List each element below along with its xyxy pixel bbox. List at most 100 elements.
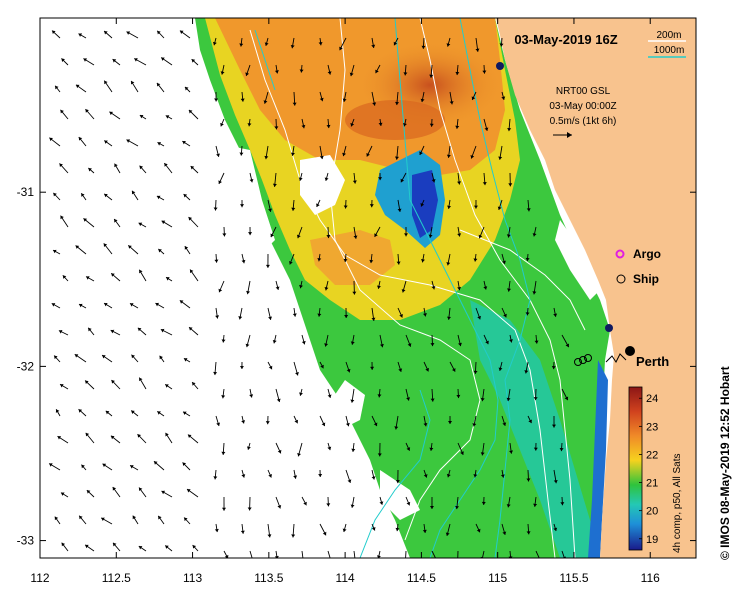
current-vector-head xyxy=(346,368,351,373)
current-vector-head xyxy=(470,155,475,159)
current-vector-head xyxy=(57,436,62,440)
current-vector-head xyxy=(131,190,136,195)
y-tick-label: -31 xyxy=(17,185,35,199)
current-vector-head xyxy=(393,41,398,46)
current-vector-head xyxy=(350,504,355,508)
current-vector-head xyxy=(238,316,243,320)
current-vector-head xyxy=(214,528,219,533)
current-vector-head xyxy=(188,217,193,221)
current-vector-head xyxy=(104,303,108,307)
current-vector-head xyxy=(83,218,88,222)
x-tick-label: 116 xyxy=(641,571,660,585)
current-vector-head xyxy=(218,180,222,184)
current-vector-head xyxy=(165,545,169,549)
current-vector-head xyxy=(421,45,426,49)
current-vector-head xyxy=(270,233,275,238)
current-vector-head xyxy=(564,396,569,401)
current-vector-head xyxy=(268,473,272,478)
current-vector-head xyxy=(86,276,90,280)
current-vector-head xyxy=(369,259,374,264)
current-vector-head xyxy=(126,31,131,35)
colorbar-title: 4h comp, p50, All Sats xyxy=(672,453,683,553)
current-vector-head xyxy=(429,447,434,451)
current-vector-head xyxy=(85,380,89,385)
current-vector-head xyxy=(428,234,433,238)
current-vector-head xyxy=(377,453,382,457)
current-vector-head xyxy=(104,140,108,144)
current-vector-head xyxy=(215,315,220,319)
current-vector-head xyxy=(49,463,53,467)
current-vector-head xyxy=(179,30,184,35)
current-vector-head xyxy=(184,86,189,91)
current-vector-head xyxy=(166,277,170,281)
current-vector-head xyxy=(245,343,250,348)
x-tick-label: 113 xyxy=(183,571,202,585)
current-vector-head xyxy=(272,339,277,344)
current-vector-head xyxy=(498,156,503,160)
perth-coastline-detail xyxy=(605,353,627,363)
current-vector-head xyxy=(421,259,425,263)
current-vector-head xyxy=(324,177,329,181)
current-vector-head xyxy=(456,560,460,563)
map-layers xyxy=(48,18,696,563)
current-vector-head xyxy=(293,475,298,479)
current-vector-head xyxy=(216,153,220,157)
current-vector-head xyxy=(299,392,303,396)
current-vector-head xyxy=(458,342,462,347)
current-vector-head xyxy=(376,555,381,558)
contour-1000m-a xyxy=(394,18,499,558)
current-vector-head xyxy=(420,203,425,207)
current-vector-head xyxy=(447,205,452,209)
current-vector-head xyxy=(525,257,530,261)
depth-legend-1000m: 1000m xyxy=(654,45,685,56)
current-vector-head xyxy=(104,193,108,198)
argo-label: Argo xyxy=(633,247,661,261)
current-vector-head xyxy=(241,474,246,478)
contour-200m-a xyxy=(419,18,576,558)
current-vector-head xyxy=(161,490,166,495)
current-vector-head xyxy=(482,181,487,186)
current-vector-head xyxy=(268,208,272,212)
current-vector-head xyxy=(153,461,158,465)
current-vector-head xyxy=(274,126,279,130)
contour-1000m-b xyxy=(459,18,531,558)
current-vector-head xyxy=(480,452,485,456)
sst-cold-core xyxy=(412,170,438,238)
current-vector-head xyxy=(104,80,108,85)
current-vector-head xyxy=(218,288,223,293)
current-vector-head xyxy=(419,151,423,155)
current-vector-head xyxy=(74,354,79,358)
current-vector-head xyxy=(239,366,244,370)
current-vector-head xyxy=(131,354,135,359)
current-vector xyxy=(509,550,512,558)
current-vector-head xyxy=(403,123,407,127)
current-vector-head xyxy=(240,530,245,534)
current-vector-head xyxy=(187,434,192,439)
current-vector-head xyxy=(88,327,92,332)
current-vector-head xyxy=(222,233,227,237)
current-vector-head xyxy=(347,479,352,483)
current-vector-head xyxy=(446,154,451,158)
current-vector-head xyxy=(246,446,251,450)
current-vector-head xyxy=(321,422,326,427)
current-vector-head xyxy=(317,313,322,317)
current-vector-head xyxy=(52,30,56,35)
current-vector-head xyxy=(480,397,485,402)
current-vector-head xyxy=(301,340,306,345)
current-vector-head xyxy=(81,193,85,197)
current-vector xyxy=(405,550,407,558)
sst-warm-core-2 xyxy=(345,100,445,140)
current-vector-head xyxy=(247,123,252,127)
current-vector-head xyxy=(221,395,226,399)
current-vector-head xyxy=(274,70,279,74)
current-vector-head xyxy=(290,152,295,156)
current-vector-head xyxy=(182,462,187,466)
no-data-gap-coast xyxy=(555,220,600,300)
current-vector-head xyxy=(447,316,451,320)
current-vector-head xyxy=(85,109,89,113)
current-vector-head xyxy=(429,74,434,78)
colorbar-ticks: 24 23 22 21 20 19 xyxy=(639,393,658,546)
current-vector-head xyxy=(371,317,376,321)
current-vector-head xyxy=(240,204,245,208)
